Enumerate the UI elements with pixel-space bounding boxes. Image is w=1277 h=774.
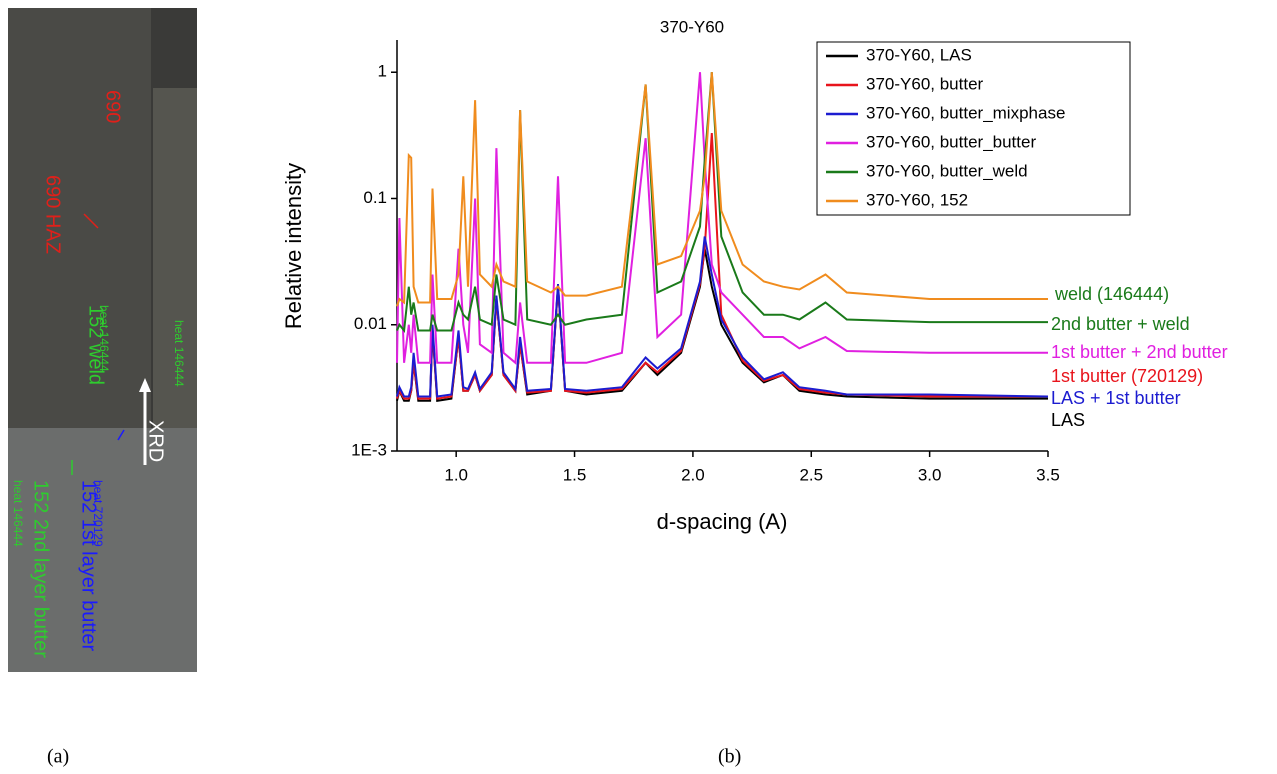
annotation: 2nd butter + weld [1051,314,1190,334]
arrow [117,429,125,441]
y-axis-label: Relative intensity [281,163,306,329]
x-tick-label: 2.0 [681,465,705,484]
photo-label: heat 720129 [91,480,105,547]
x-tick-label: 1.5 [563,465,587,484]
arrow [83,213,99,229]
annotation: 1st butter (720129) [1051,366,1203,386]
legend-label: 370-Y60, butter_mixphase [866,103,1065,122]
annotation: LAS [1051,410,1085,430]
photo-label: 690 [102,90,124,123]
legend-box [816,41,1131,216]
photo-label: 152 2nd layer butter [30,480,52,658]
photo-label: XRD [145,420,167,462]
y-tick-label: 0.01 [354,314,387,333]
series-line [396,72,1048,365]
legend-label: 370-Y60, butter_weld [866,161,1028,180]
caption: (b) [718,746,741,768]
lower-plate [8,428,197,672]
x-tick-label: 3.0 [918,465,942,484]
annotation: weld (146444) [1054,284,1169,304]
y-tick-label: 0.1 [363,188,387,207]
series-line [396,72,1048,307]
photo-label: 152 1st layer butter [78,480,100,652]
annotation: 1st butter + 2nd butter [1051,342,1228,362]
y-tick-label: 1 [378,62,387,81]
photo-label: 152 weld [85,305,107,385]
caption: (a) [47,746,69,768]
legend-label: 370-Y60, butter [866,74,984,93]
photo-label: heat 146444 [11,480,25,547]
legend-label: 370-Y60, 152 [866,190,968,209]
y-tick-label: 1E-3 [351,440,387,459]
x-tick-label: 1.0 [444,465,468,484]
weld-block [8,8,151,428]
chart-title: 370-Y60 [660,17,724,36]
legend-label: 370-Y60, LAS [866,45,972,64]
photo-label: 690 HAZ [42,175,64,254]
photo-label: heat 146444 [172,320,186,387]
legend-label: 370-Y60, butter_butter [866,132,1036,151]
xrd-arrowhead [139,378,151,392]
x-tick-label: 3.5 [1036,465,1060,484]
photo-label: heat 146444 [97,305,111,372]
x-tick-label: 2.5 [799,465,823,484]
x-axis-label: d-spacing (A) [657,509,788,534]
series-line [396,236,1049,398]
annotation: LAS + 1st butter [1051,388,1181,408]
